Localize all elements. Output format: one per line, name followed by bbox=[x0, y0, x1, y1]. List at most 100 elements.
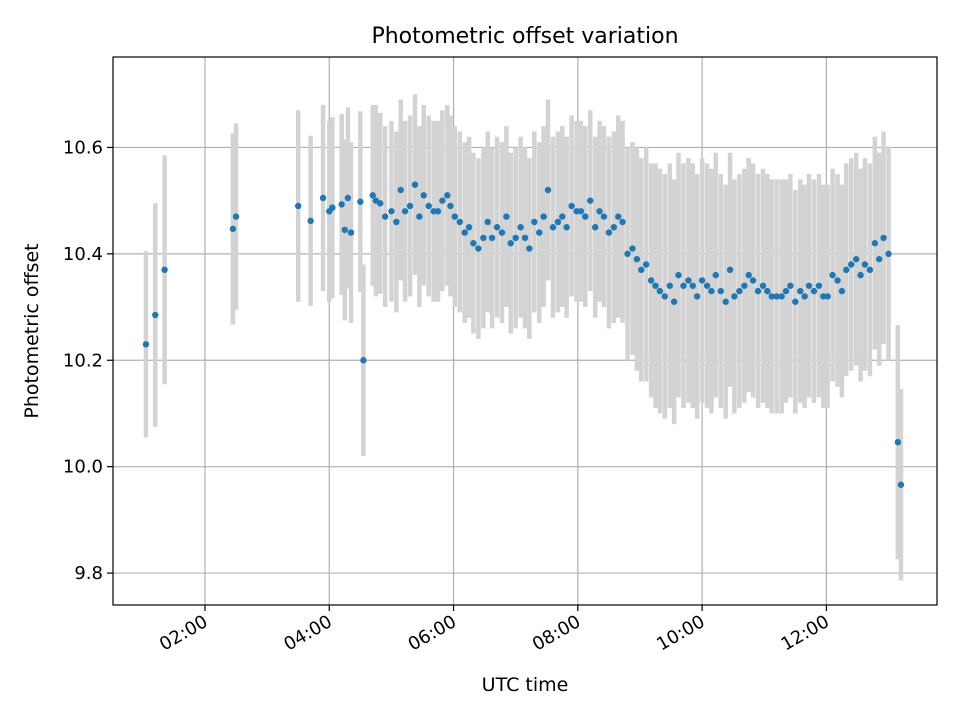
data-point bbox=[652, 282, 659, 289]
data-point bbox=[344, 194, 352, 202]
data-point bbox=[521, 234, 529, 242]
data-point bbox=[647, 277, 655, 284]
data-point bbox=[736, 287, 743, 295]
data-point bbox=[416, 213, 423, 220]
data-point bbox=[563, 224, 570, 231]
data-point bbox=[693, 293, 701, 300]
data-point bbox=[764, 287, 771, 295]
data-point bbox=[661, 293, 669, 300]
data-point bbox=[722, 298, 729, 305]
data-point bbox=[853, 255, 860, 263]
x-tick-label: 04:00 bbox=[280, 611, 335, 655]
data-point bbox=[866, 266, 874, 274]
data-point bbox=[797, 287, 804, 295]
data-point bbox=[540, 213, 547, 220]
y-tick-label: 9.8 bbox=[74, 563, 103, 584]
data-point bbox=[749, 277, 757, 284]
data-point bbox=[773, 293, 780, 300]
data-point bbox=[142, 341, 150, 348]
data-point bbox=[488, 234, 496, 242]
data-point bbox=[685, 277, 692, 284]
data-point bbox=[549, 224, 557, 231]
data-point bbox=[703, 282, 711, 289]
data-point bbox=[592, 224, 599, 231]
data-point bbox=[624, 250, 631, 258]
y-tick-label: 10.0 bbox=[63, 457, 103, 478]
data-point bbox=[834, 277, 841, 284]
data-point bbox=[568, 202, 575, 210]
data-point bbox=[232, 213, 240, 220]
data-point bbox=[152, 311, 159, 319]
x-axis-label: UTC time bbox=[482, 674, 569, 696]
data-point bbox=[708, 287, 715, 295]
data-point bbox=[731, 293, 738, 300]
data-point bbox=[880, 234, 887, 242]
x-tick-label: 10:00 bbox=[653, 611, 708, 655]
data-point bbox=[792, 298, 799, 305]
data-point bbox=[596, 208, 603, 215]
data-point bbox=[577, 208, 585, 215]
data-point bbox=[805, 282, 813, 289]
data-point bbox=[619, 218, 626, 226]
data-point bbox=[600, 213, 608, 220]
y-axis-label: Photometric offset bbox=[21, 243, 43, 418]
data-point bbox=[434, 208, 442, 215]
data-point bbox=[461, 229, 468, 236]
data-point bbox=[531, 218, 538, 226]
data-point bbox=[554, 218, 562, 226]
data-point bbox=[393, 218, 400, 226]
y-axis-ticks: 9.8 10.0 10.2 10.4 10.6 bbox=[63, 137, 113, 584]
data-point bbox=[536, 229, 543, 236]
data-point bbox=[871, 240, 879, 247]
error-bars bbox=[143, 94, 904, 581]
data-point bbox=[439, 197, 446, 204]
data-point bbox=[876, 255, 883, 263]
data-point bbox=[484, 218, 491, 226]
data-point bbox=[782, 287, 790, 295]
x-tick-label: 12:00 bbox=[777, 611, 832, 655]
data-point bbox=[388, 208, 395, 215]
data-point bbox=[642, 261, 650, 268]
data-point bbox=[656, 287, 664, 295]
data-point bbox=[517, 224, 524, 231]
data-point bbox=[444, 192, 451, 199]
data-point bbox=[406, 202, 414, 210]
data-point bbox=[369, 192, 376, 199]
data-point bbox=[480, 234, 487, 242]
data-point bbox=[493, 224, 501, 231]
y-tick-label: 10.4 bbox=[63, 244, 103, 265]
data-point bbox=[670, 298, 678, 305]
data-point bbox=[420, 192, 427, 199]
data-point bbox=[329, 204, 336, 211]
data-point bbox=[829, 271, 836, 279]
x-tick-label: 02:00 bbox=[156, 611, 211, 655]
data-point bbox=[411, 181, 419, 188]
y-tick-label: 10.6 bbox=[63, 137, 103, 158]
data-point bbox=[357, 198, 364, 205]
data-point bbox=[698, 277, 706, 284]
data-point bbox=[610, 224, 618, 231]
data-point bbox=[397, 186, 404, 194]
data-point bbox=[447, 202, 454, 210]
data-point bbox=[717, 287, 724, 295]
data-point bbox=[582, 213, 589, 220]
data-point bbox=[465, 224, 473, 231]
y-tick-label: 10.2 bbox=[63, 350, 103, 371]
data-point bbox=[451, 213, 458, 220]
data-point bbox=[675, 271, 682, 279]
data-point bbox=[294, 202, 302, 210]
data-point bbox=[768, 293, 775, 300]
plot-frame bbox=[112, 56, 938, 606]
data-point bbox=[815, 282, 823, 289]
data-point bbox=[498, 229, 506, 236]
data-point bbox=[838, 287, 846, 295]
x-tick-label: 08:00 bbox=[529, 611, 584, 655]
data-point bbox=[843, 266, 850, 274]
data-point bbox=[810, 287, 818, 295]
data-point bbox=[475, 245, 482, 252]
x-tick-label: 06:00 bbox=[405, 611, 460, 655]
data-point bbox=[787, 282, 794, 289]
data-point bbox=[347, 229, 355, 236]
data-point bbox=[857, 271, 864, 279]
